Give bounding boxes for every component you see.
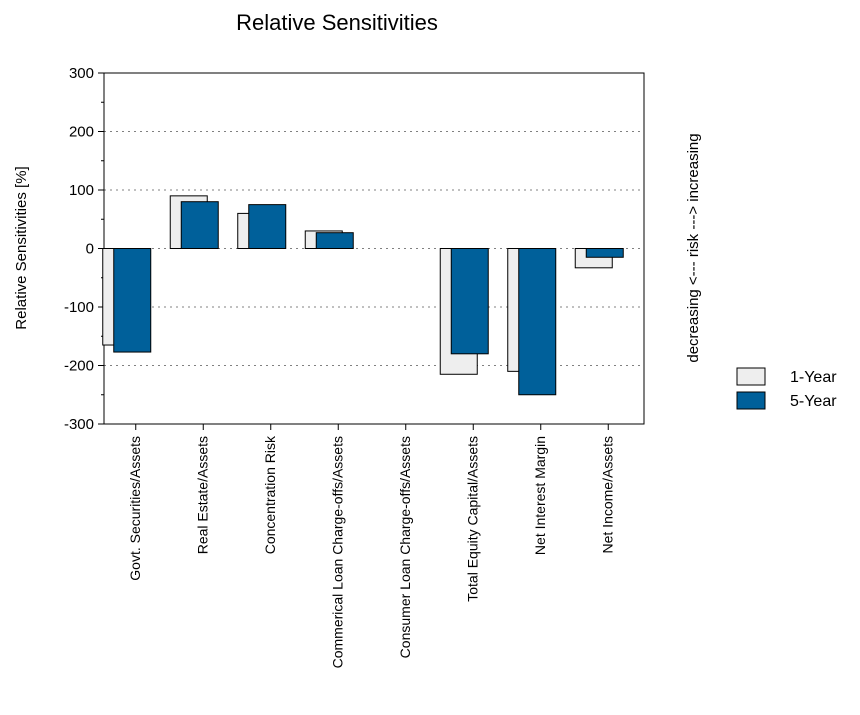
y-tick-label: -200 xyxy=(64,358,94,375)
x-category-label: Consumer Loan Charge-offs/Assets xyxy=(397,436,413,658)
legend-label-1-year: 1-Year xyxy=(790,369,837,386)
x-category-label: Concentration Risk xyxy=(262,435,278,554)
bar-5-year-1 xyxy=(180,201,219,249)
bar-5-year-0 xyxy=(113,248,152,353)
y-axis-label: Relative Sensitivities [%] xyxy=(13,166,30,329)
x-axis: Govt. Securities/Assets Real Estate/Asset… xyxy=(127,424,615,668)
y-axis: 300 200 100 0 -100 -200 -300 xyxy=(64,65,104,433)
chart-title: Relative Sensitivities xyxy=(236,10,438,35)
bar-5-year-6 xyxy=(518,248,557,396)
risk-direction-label: decreasing <--- risk ---> increasing xyxy=(685,133,702,362)
legend-swatch-5-year xyxy=(736,391,766,410)
x-category-label: Total Equity Capital/Assets xyxy=(464,436,480,602)
legend-label-5-year: 5-Year xyxy=(790,393,837,410)
x-category-label: Net Income/Assets xyxy=(599,436,615,554)
x-category-label: Net Interest Margin xyxy=(532,436,548,555)
x-category-label: Real Estate/Assets xyxy=(194,436,210,554)
legend-swatch-1-year xyxy=(736,367,766,386)
y-tick-label: 300 xyxy=(69,65,94,82)
legend: 1-Year 5-Year xyxy=(736,367,837,410)
y-tick-label: 0 xyxy=(86,241,94,258)
x-category-label: Govt. Securities/Assets xyxy=(127,436,143,581)
x-category-label: Commerical Loan Charge-offs/Assets xyxy=(329,436,345,668)
bars xyxy=(102,195,624,396)
bar-5-year-7 xyxy=(585,248,624,258)
y-tick-label: 200 xyxy=(69,124,94,141)
bar-5-year-5 xyxy=(450,248,489,355)
bar-5-year-2 xyxy=(248,204,287,249)
y-tick-label: -300 xyxy=(64,416,94,433)
y-tick-label: 100 xyxy=(69,182,94,199)
y-tick-label: -100 xyxy=(64,299,94,316)
bar-5-year-3 xyxy=(315,232,354,250)
